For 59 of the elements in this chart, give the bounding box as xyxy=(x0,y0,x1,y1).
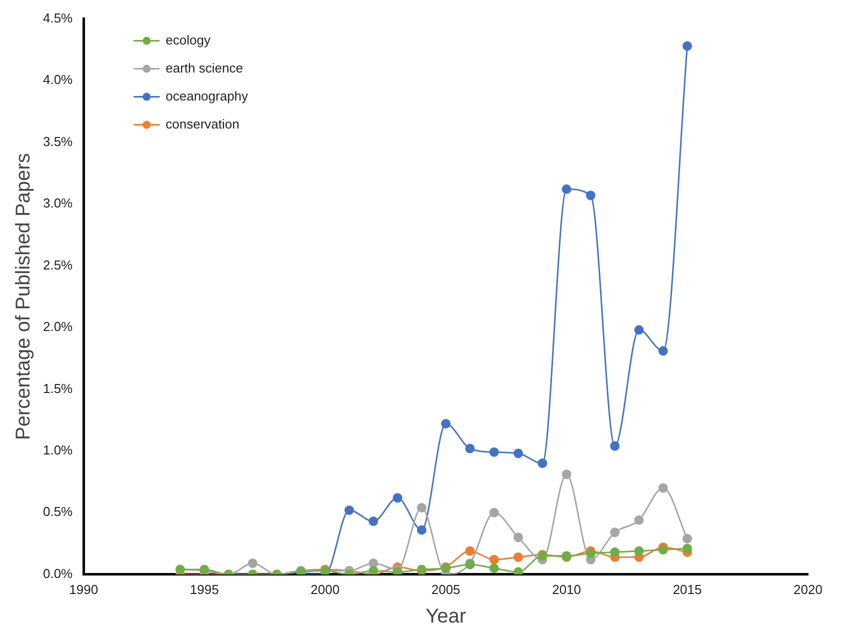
point xyxy=(634,325,644,335)
x-tick-label: 2005 xyxy=(431,582,460,597)
x-tick-label: 2015 xyxy=(672,582,702,597)
y-tick-label: 1.0% xyxy=(42,442,74,458)
point xyxy=(562,184,572,194)
point xyxy=(489,554,499,564)
point xyxy=(489,447,499,457)
point xyxy=(465,546,475,556)
point xyxy=(514,552,524,562)
point xyxy=(465,444,475,454)
y-axis-title: Percentage of Published Papers xyxy=(12,153,35,440)
y-tick-label: 4.5% xyxy=(42,10,74,26)
point xyxy=(392,493,402,503)
legend-label: conservation xyxy=(166,116,240,132)
point xyxy=(392,567,402,574)
point xyxy=(586,190,596,200)
point xyxy=(634,515,644,525)
point xyxy=(514,532,524,542)
y-tick-label: 0.5% xyxy=(42,504,74,520)
x-tick-label: 1995 xyxy=(190,582,219,597)
point xyxy=(634,546,644,556)
y-tick-label: 2.5% xyxy=(42,257,74,272)
y-tick-label: 0.0% xyxy=(42,566,74,581)
point xyxy=(416,502,426,512)
legend-label: oceanography xyxy=(166,88,249,104)
point xyxy=(682,534,692,544)
y-tick-label: 4.0% xyxy=(42,72,74,88)
point xyxy=(658,346,668,356)
x-tick-label: 2010 xyxy=(552,582,582,597)
legend-label: earth science xyxy=(166,60,243,76)
point xyxy=(489,508,499,518)
x-tick-label: 2020 xyxy=(794,582,822,597)
y-tick-label: 3.5% xyxy=(42,134,74,149)
point xyxy=(538,458,548,468)
point xyxy=(416,525,426,535)
legend-label: ecology xyxy=(166,32,211,48)
y-tick-label: 1.5% xyxy=(42,380,74,396)
point xyxy=(344,505,354,515)
point xyxy=(489,563,499,573)
point xyxy=(658,483,668,493)
point xyxy=(682,544,692,554)
x-tick-label: 2000 xyxy=(310,582,340,597)
point xyxy=(368,566,378,574)
point xyxy=(682,41,692,51)
point xyxy=(610,528,620,538)
point xyxy=(586,548,596,558)
point xyxy=(441,419,451,429)
point xyxy=(610,441,620,451)
point xyxy=(248,558,258,568)
y-tick-label: 3.0% xyxy=(42,196,74,211)
point xyxy=(368,516,378,526)
point xyxy=(610,547,620,557)
point xyxy=(514,448,524,458)
y-tick-label: 2.0% xyxy=(42,319,74,334)
point xyxy=(514,567,524,574)
x-tick-label: 1990 xyxy=(69,582,98,597)
point xyxy=(658,544,668,554)
x-axis-title: Year xyxy=(426,606,466,628)
point xyxy=(562,470,572,480)
